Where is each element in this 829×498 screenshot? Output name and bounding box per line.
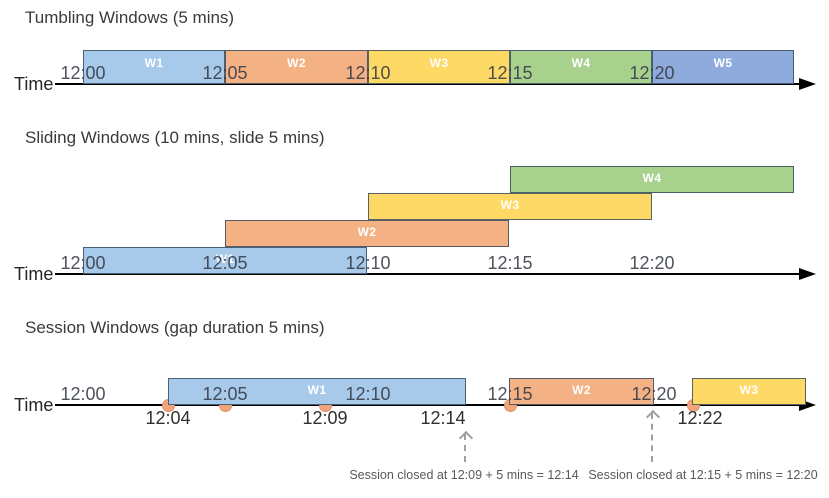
- sliding-window-w4: W4: [510, 166, 794, 193]
- sliding-timeline-arrow-icon: [799, 268, 816, 280]
- event-time-1209: 12:09: [302, 408, 348, 428]
- tumbling-window-w4: W4: [510, 50, 652, 84]
- session-tick-1205: 12:05: [202, 384, 248, 404]
- window-label: W1: [215, 252, 235, 266]
- sliding-tick-1200: 12:00: [60, 253, 106, 273]
- sliding-tick-1205: 12:05: [202, 253, 248, 273]
- window-label: W4: [571, 56, 591, 70]
- session-close-note-2: Session closed at 12:15 + 5 mins = 12:20: [588, 468, 818, 482]
- tumbling-window-w1: W1: [83, 50, 225, 84]
- session-tick-1210: 12:10: [345, 384, 391, 404]
- session-close-note-1: Session closed at 12:09 + 5 mins = 12:14: [349, 468, 579, 482]
- sliding-tick-1220: 12:20: [629, 253, 675, 273]
- tumbling-timeline: [55, 83, 801, 85]
- tumbling-time-axis-label: Time: [14, 74, 54, 94]
- window-label: W2: [572, 383, 591, 397]
- annotation-arrow-icon-right: [651, 413, 653, 462]
- tumbling-timeline-arrow-icon: [799, 78, 816, 90]
- window-label: W3: [739, 383, 759, 397]
- tumbling-tick-1200: 12:00: [60, 63, 106, 83]
- close-time-1214: 12:14: [420, 408, 466, 428]
- session-window-w3: W3: [692, 378, 806, 405]
- session-tick-1220: 12:20: [631, 384, 677, 404]
- tumbling-window-w5: W5: [652, 50, 794, 84]
- window-label: W1: [144, 56, 164, 70]
- event-time-1204: 12:04: [145, 408, 191, 428]
- tumbling-window-w2: W2: [225, 50, 368, 84]
- tumbling-tick-1210: 12:10: [345, 63, 391, 83]
- sliding-time-axis-label: Time: [14, 264, 54, 284]
- sliding-window-w2: W2: [225, 220, 509, 247]
- tumbling-tick-1220: 12:20: [629, 63, 675, 83]
- window-label: W5: [713, 56, 733, 70]
- tumbling-section-title: Tumbling Windows (5 mins): [25, 8, 235, 27]
- sliding-tick-1210: 12:10: [345, 253, 391, 273]
- annotation-arrow-icon-left: [464, 434, 466, 462]
- window-label: W2: [287, 56, 306, 70]
- tumbling-tick-1215: 12:15: [487, 63, 533, 83]
- tumbling-window-w3: W3: [368, 50, 510, 84]
- session-window-w1: W1: [168, 378, 466, 405]
- session-timeline: [55, 404, 801, 406]
- tumbling-tick-1205: 12:05: [202, 63, 248, 83]
- window-label: W2: [357, 225, 377, 239]
- session-time-axis-label: Time: [14, 395, 54, 415]
- event-time-1222: 12:22: [677, 408, 723, 428]
- window-label: W4: [642, 171, 662, 185]
- sliding-timeline: [55, 273, 801, 275]
- sliding-tick-1215: 12:15: [487, 253, 533, 273]
- session-section-title: Session Windows (gap duration 5 mins): [25, 318, 325, 337]
- session-tick-1200: 12:00: [60, 384, 106, 404]
- sliding-section-title: Sliding Windows (10 mins, slide 5 mins): [25, 128, 325, 147]
- session-window-w2: W2: [509, 378, 654, 405]
- window-label: W3: [500, 198, 520, 212]
- window-label: W1: [307, 383, 327, 397]
- window-label: W3: [429, 56, 449, 70]
- sliding-window-w3: W3: [368, 193, 652, 220]
- sliding-window-w1: W1: [83, 247, 367, 274]
- session-tick-1215: 12:15: [487, 384, 533, 404]
